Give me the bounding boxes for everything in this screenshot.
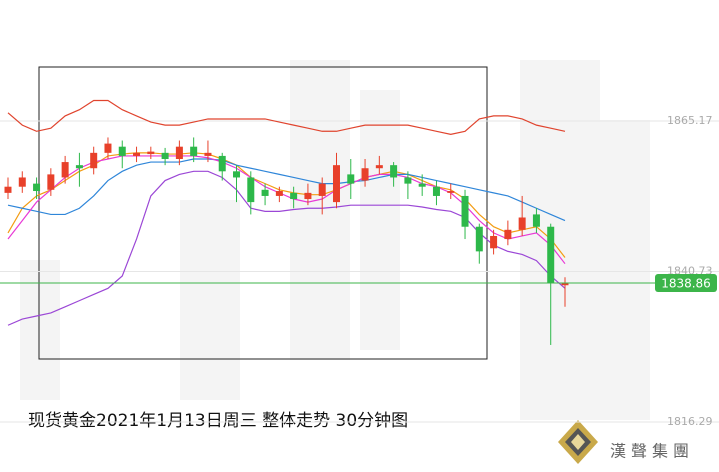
candle-body: [475, 226, 483, 252]
candle-body: [532, 214, 540, 227]
candle-body: [47, 174, 55, 190]
candle-body: [4, 186, 12, 193]
candle-body: [447, 191, 455, 193]
candle-body: [233, 171, 241, 178]
candle-body: [504, 229, 512, 240]
candle-body: [518, 217, 526, 230]
candle-body: [418, 183, 426, 187]
candle-body: [490, 235, 498, 249]
candle-body: [404, 177, 412, 184]
candle-body: [390, 165, 398, 178]
highlight-box: [38, 66, 488, 360]
candle-body: [133, 152, 141, 156]
candle-body: [461, 195, 469, 227]
candle-body: [547, 226, 555, 284]
indicator-line: [7, 155, 566, 265]
background-pattern: [20, 60, 650, 420]
candle-body: [347, 174, 355, 184]
candle-body: [332, 165, 340, 203]
candle-body: [361, 168, 369, 181]
candle-body: [33, 183, 41, 192]
candle-body: [261, 189, 269, 196]
candle-body: [175, 146, 183, 159]
y-tick-label: 1865.17: [667, 114, 713, 127]
candle-body: [218, 155, 226, 172]
candle-body: [432, 186, 440, 196]
candle-body: [118, 146, 126, 156]
candle-body: [290, 192, 298, 200]
last-price-label: 1838.86: [661, 277, 711, 291]
y-tick-label: 1816.29: [667, 415, 713, 428]
indicator-line: [7, 99, 566, 135]
candle-body: [375, 165, 383, 169]
candle-body: [304, 192, 312, 200]
logo-text: 漢聲集團: [610, 442, 694, 461]
candle-body: [90, 152, 98, 169]
candle-body: [61, 162, 69, 178]
candle-body: [318, 183, 326, 196]
candle-body: [247, 177, 255, 203]
candle-body: [204, 152, 212, 156]
candle-body: [190, 146, 198, 156]
candle-body: [161, 152, 169, 159]
candle-body: [18, 177, 26, 187]
chart-title: 现货黄金2021年1月13日周三 整体走势 30分钟图: [28, 411, 408, 431]
indicator-line: [7, 170, 566, 326]
indicator-line: [7, 158, 566, 222]
last-price-tag: [655, 274, 717, 293]
logo: [558, 420, 598, 464]
candle-body: [75, 165, 83, 169]
candle-body: [275, 191, 283, 196]
candle-body: [561, 283, 569, 286]
candle-body: [104, 143, 112, 153]
candle-body: [147, 151, 155, 155]
